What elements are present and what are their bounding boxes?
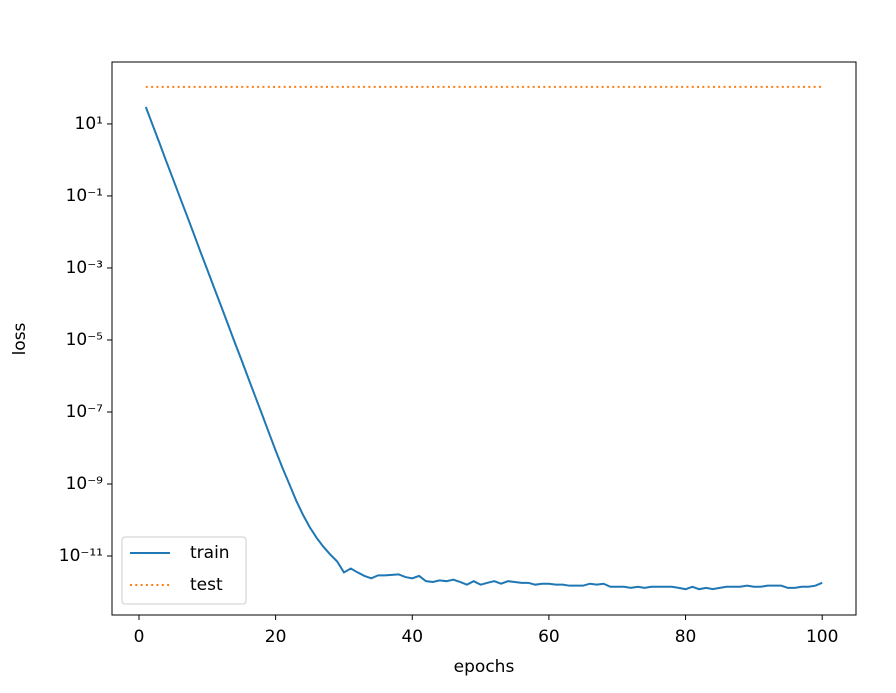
x-tick-label: 0 [134,627,145,647]
y-axis-label: loss [10,322,30,355]
y-tick-label: 10⁻⁵ [66,330,103,350]
legend-label: train [190,543,230,563]
y-tick-label: 10⁻⁷ [66,402,104,422]
y-tick-label: 10⁻³ [66,258,103,278]
x-tick-label: 100 [806,627,838,647]
line-train [144,106,823,591]
y-tick-label: 10⁻¹ [66,186,103,206]
plot-frame [111,61,857,616]
x-axis-label: epochs [454,657,515,677]
y-tick-label: 10⁻⁹ [66,474,104,494]
x-tick-label: 80 [675,627,697,647]
legend-label: test [190,575,223,595]
x-tick-label: 60 [538,627,560,647]
y-tick-label: 10⁻¹¹ [59,546,103,566]
y-tick-label: 10¹ [75,114,103,134]
x-tick-label: 40 [401,627,423,647]
x-tick-label: 20 [265,627,287,647]
